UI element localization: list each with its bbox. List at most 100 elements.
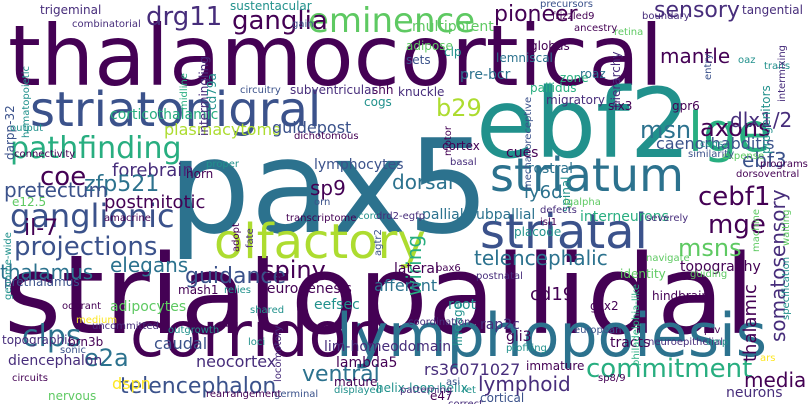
word-mantle: mantle (660, 44, 731, 68)
word-corridor: corridor (130, 298, 372, 371)
word-hindbrain: hindbrain (652, 289, 710, 303)
word-striatum: striatum (490, 148, 684, 202)
word-helix-loop-helix: helix-loop-helix (376, 381, 468, 395)
word-nervous: nervous (48, 389, 97, 403)
word-ars: ars (760, 353, 776, 364)
word-amacrine: amacrine (104, 213, 151, 224)
word-midline: midline (179, 73, 190, 110)
word-mature: mature (334, 375, 378, 389)
word-traits: traits (764, 61, 791, 72)
word-postnatal: postnatal (476, 271, 523, 282)
word-locomotory: locomotory (273, 325, 284, 382)
word-retina: retina (614, 27, 644, 38)
word-germinal: germinal (274, 389, 319, 400)
word-dlx1-2: dlx1/2 (730, 108, 793, 132)
word-shared: shared (250, 305, 285, 316)
word-oaz: oaz (738, 55, 756, 66)
word-isl1: isl1 (540, 217, 558, 228)
word-guiding: guiding (690, 269, 728, 280)
word-placode: placode (514, 225, 562, 239)
word-root: root (448, 297, 477, 313)
word-coordination: coordination (408, 317, 471, 328)
word-lymphopoiesis: lymphopoiesis (336, 301, 768, 371)
word-ebf2: ebf2 (476, 68, 691, 180)
word-migratory: migratory (546, 93, 606, 107)
word-medium: medium (76, 315, 118, 326)
word-cebf1: cebf1 (698, 182, 771, 212)
word-dorsoventral: dorsoventral (736, 169, 800, 180)
word-thalamus: thalamus (0, 260, 94, 284)
word-rearrangement: rearrangement (206, 389, 282, 400)
word-dichotomous: dichotomous (294, 131, 359, 142)
word-pathfinding: pathfinding (10, 131, 182, 166)
word-gli3: gli3 (506, 329, 532, 345)
word-msns: msns (678, 234, 742, 262)
word-transcriptome: transcriptome (286, 213, 357, 224)
word-cues: cues (506, 145, 539, 161)
word-mge: mge (708, 210, 766, 240)
word-projections: projections (14, 232, 158, 262)
word-lim-homeodomain: lim-homeodomain (324, 339, 452, 355)
word-striatopallidal: striatopallidal (4, 231, 755, 359)
word-commitment: commitment (586, 354, 753, 384)
word-sp9: sp9 (310, 176, 346, 200)
word-tangential: tangential (742, 3, 803, 17)
word-agtr2: agtr2 (373, 229, 384, 256)
word-adipocytes: adipocytes (110, 299, 187, 315)
word-multipotent: multipotent (412, 19, 494, 35)
word-mechanoreceptive: mechanoreceptive (523, 96, 534, 190)
word-lge: lge (688, 101, 771, 164)
word-displayed: displayed (334, 385, 383, 396)
word-genome-wide: genome-wide (3, 232, 14, 300)
word-cortex: cortex (442, 139, 480, 153)
word-cogs: cogs (364, 95, 392, 109)
word-philadelphia-like: philadelphia-like (631, 284, 642, 366)
word-odorant: odorant (62, 301, 102, 312)
word-outgrowth: outgrowth (168, 325, 220, 336)
word-neocortex: neocortex (196, 352, 277, 371)
word-clp: clp (444, 45, 462, 59)
word-interneurons: interneurons (580, 209, 669, 225)
word-identity: identity (620, 267, 666, 281)
word-boundary: boundary (642, 11, 690, 22)
word-telencephalon: telencephalon (120, 374, 277, 399)
word-circuits: circuits (12, 373, 48, 384)
word-proper: proper (206, 159, 239, 170)
word-pioneer: pioneer (494, 2, 578, 27)
word-fate: fate (245, 228, 256, 248)
word-rs36071027: rs36071027 (424, 360, 521, 379)
word-dspn: dspn (112, 374, 151, 393)
word-zfp521: zfp521 (84, 172, 160, 197)
word-topographic: topographic (2, 333, 75, 347)
word-il-7: il-7 (24, 216, 59, 241)
word-prv: prv (704, 325, 721, 336)
word-corticothalamic: corticothalamic (110, 107, 219, 123)
word-olfactory: olfactory (214, 214, 426, 270)
word-msn: msn (640, 116, 692, 144)
word-pre-bcr: pre-bcr (460, 67, 511, 83)
word-ganglia: ganglia (232, 6, 328, 36)
word-basal: basal (450, 157, 477, 168)
word-lateral: lateral (394, 261, 439, 277)
word-cd19: cd19 (530, 284, 575, 305)
word-axons: axons (700, 114, 771, 142)
word-roaz: roaz (580, 67, 606, 81)
word-horn: horn (186, 167, 214, 181)
word-intermixing: intermixing (777, 44, 788, 102)
word-lymphocytes: lymphocytes (314, 157, 404, 173)
word-adopt: adopt (231, 223, 242, 252)
word-caudal: caudal (154, 334, 208, 353)
word-rostral: rostral (528, 161, 574, 177)
word-lambda5: lambda5 (336, 355, 398, 371)
word-trigeminal: trigeminal (40, 3, 102, 17)
word-sensory: sensory (654, 0, 740, 23)
word-sets: sets (406, 53, 431, 67)
word-gain: gain (292, 19, 314, 30)
word-immature: immature (526, 359, 585, 373)
word-pax5: pax5 (168, 111, 490, 263)
word-omp: omp (706, 337, 729, 348)
word-coe: coe (40, 162, 87, 192)
word-programs: programs (760, 159, 808, 170)
word-orn: orn (314, 197, 331, 208)
word-expense: expense (722, 151, 765, 162)
